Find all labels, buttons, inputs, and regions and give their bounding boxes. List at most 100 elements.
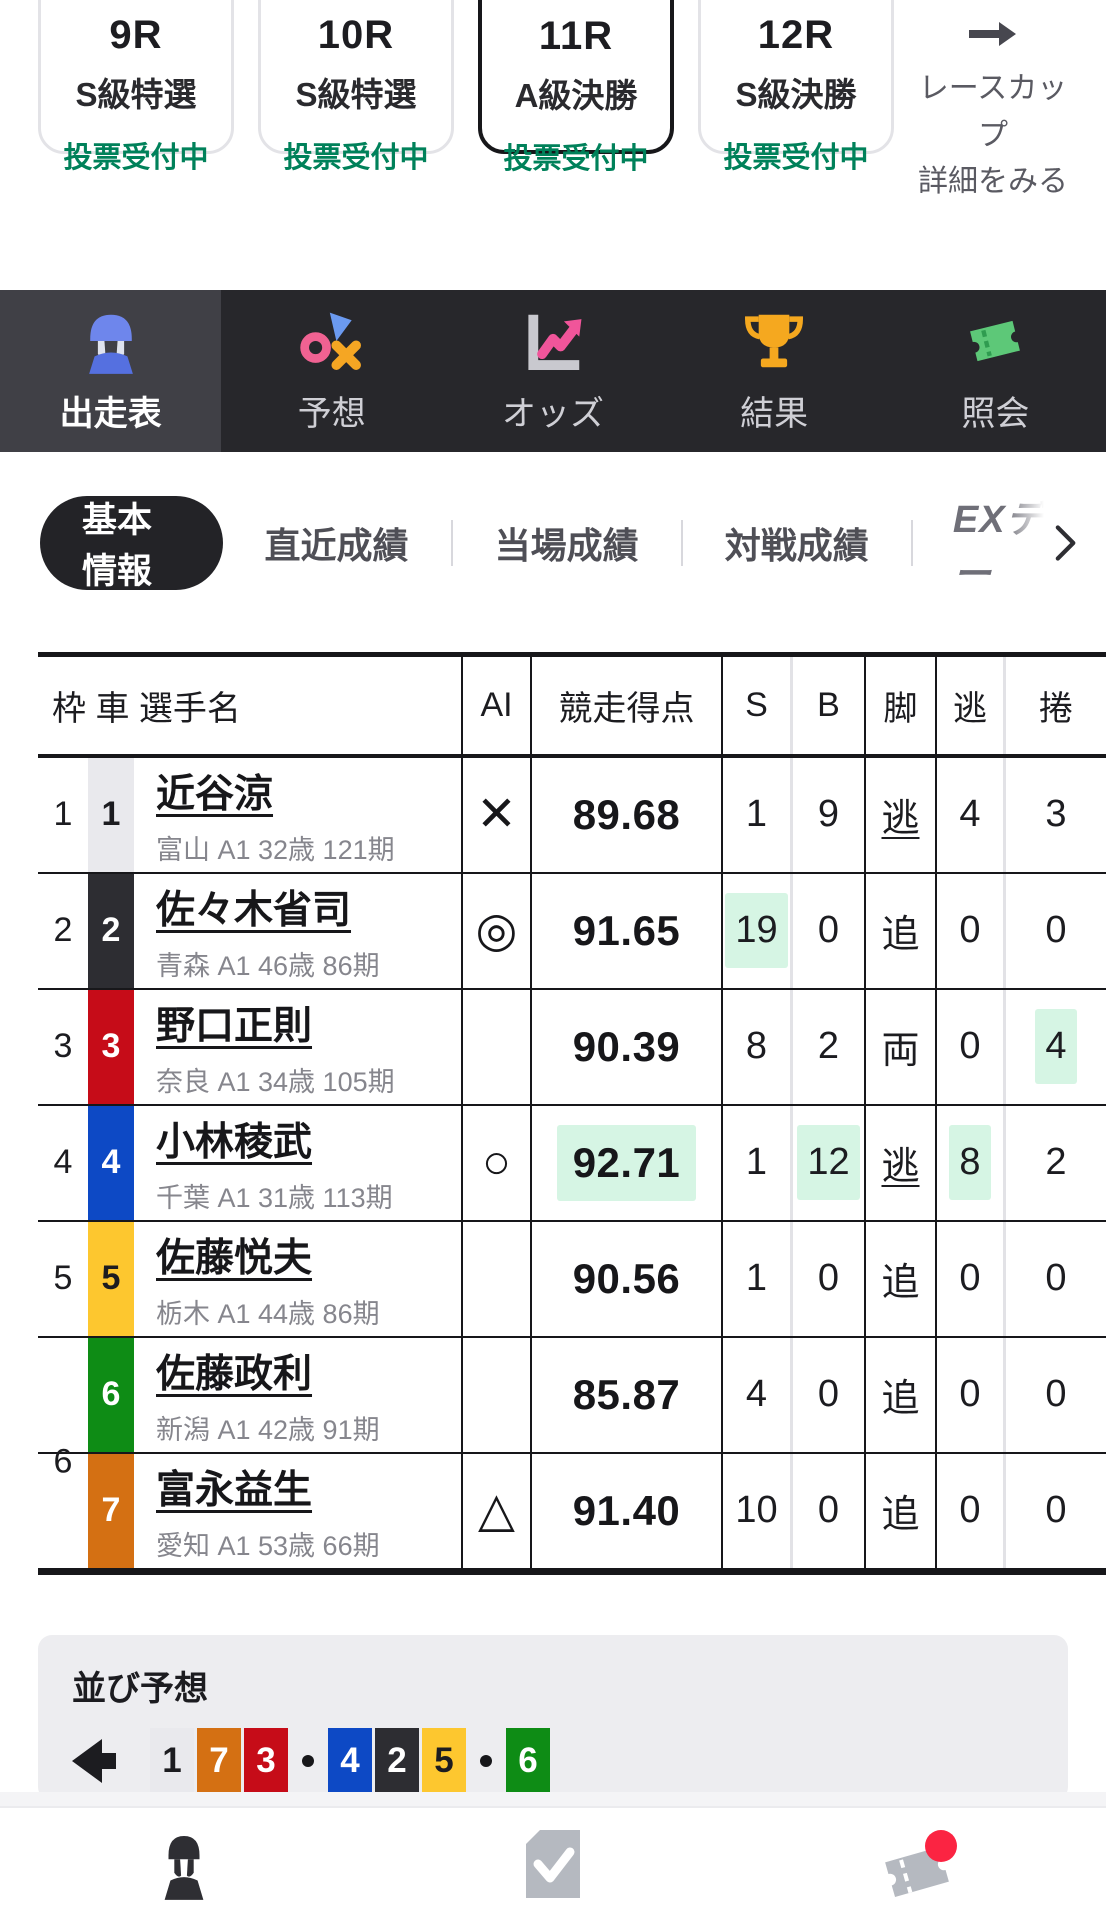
player-meta: 新潟 A1 42歳 91期: [156, 1414, 380, 1445]
table-row: 5 5 佐藤悦夫 栃木 A1 44歳 86期 90.56 1 0 追 0 0: [38, 1221, 1106, 1338]
race-tab-10r[interactable]: 10R S級特選 投票受付中: [258, 0, 454, 174]
race-class: S級決勝: [735, 76, 857, 113]
makuri-value-highlighted: 4: [1035, 1009, 1077, 1084]
race-status: 投票受付中: [723, 142, 869, 174]
kyaku-value: 逃: [881, 798, 920, 840]
bottom-tab-vote-check[interactable]: [453, 1830, 653, 1898]
kyaku-value: 追: [881, 1378, 920, 1420]
b-value: 2: [817, 1025, 840, 1067]
score-value: 90.56: [572, 1254, 681, 1302]
player-meta: 栃木 A1 44歳 86期: [156, 1298, 380, 1329]
makuri-value: 3: [1045, 793, 1067, 835]
header-nige: 逃: [937, 656, 1006, 754]
arrow-right-icon: [969, 22, 1016, 46]
race-cup-detail-link[interactable]: レースカップ 詳細をみる: [918, 0, 1068, 206]
kyaku-value: 追: [881, 914, 920, 956]
subtab-head-to-head[interactable]: 対戦成績: [724, 524, 869, 566]
kyaku-value: 追: [881, 1262, 920, 1304]
subtab-recent-results[interactable]: 直近成績: [264, 524, 409, 566]
separator-dot: [480, 1754, 492, 1767]
bottom-shadow-band: [0, 1792, 1106, 1806]
tab-label: 出走表: [59, 395, 162, 433]
table-row: 2 2 佐々木省司 青森 A1 46歳 86期 ◎ 91.65 19 0 追 0…: [38, 873, 1106, 990]
check-document-icon: [525, 1830, 580, 1898]
ticket-icon: [970, 320, 1021, 362]
kyaku-value: 両: [881, 1030, 920, 1072]
tab-odds[interactable]: オッズ: [442, 290, 663, 452]
rider-icon: [88, 314, 133, 374]
waku-number: 3: [53, 1027, 73, 1065]
tab-label: 結果: [740, 395, 809, 433]
player-name-link[interactable]: 富永益生: [156, 1468, 313, 1512]
player-name-link[interactable]: 野口正則: [156, 1004, 313, 1048]
lineup-row: 1 7 3 4 2 5 6: [72, 1727, 1034, 1794]
player-name-link[interactable]: 近谷涼: [156, 772, 274, 816]
table-row: 4 4 小林稜武 千葉 A1 31歳 113期 ○ 92.71 1 12 逃 8…: [38, 1105, 1106, 1222]
tab-yosou[interactable]: 予想: [221, 290, 442, 452]
notification-dot: [924, 1830, 957, 1862]
header-s: S: [723, 656, 793, 754]
ai-mark: ○: [482, 1135, 511, 1189]
sub-tab-bar: 基本情報 直近成績 当場成績 対戦成績 EXデー: [0, 487, 1106, 598]
score-value: 90.39: [572, 1022, 681, 1070]
nige-value: 4: [959, 793, 981, 835]
subtab-basic-info-selected[interactable]: 基本情報: [40, 495, 223, 591]
header-kyaku: 脚: [866, 656, 937, 754]
subtab-venue-results[interactable]: 当場成績: [494, 524, 639, 566]
race-status: 投票受付中: [63, 142, 209, 174]
chevron-right-icon[interactable]: [1055, 517, 1076, 569]
s-value: 8: [745, 1025, 768, 1067]
b-value: 0: [817, 909, 840, 951]
race-number: 10R: [317, 13, 395, 57]
score-value-highlighted: 92.71: [556, 1124, 697, 1201]
race-tab-9r[interactable]: 9R S級特選 投票受付中: [38, 0, 234, 174]
waku-number: 1: [53, 795, 73, 833]
s-value-highlighted: 19: [725, 893, 788, 968]
header-score: 競走得点: [532, 656, 723, 754]
player-name-link[interactable]: 小林稜武: [156, 1120, 313, 1164]
race-tab-11r-selected[interactable]: 11R A級決勝 投票受付中: [478, 0, 674, 175]
kyaku-value: 逃: [881, 1146, 920, 1188]
ai-mark: △: [478, 1483, 515, 1537]
nige-value: 0: [959, 1025, 981, 1067]
race-status: 投票受付中: [283, 142, 429, 174]
s-value: 4: [745, 1373, 768, 1415]
b-value: 0: [817, 1257, 840, 1299]
b-value: 0: [817, 1489, 840, 1531]
car-number-badge: 2: [88, 873, 134, 988]
car-number-badge: 4: [88, 1105, 134, 1220]
trophy-icon: [745, 314, 804, 368]
lineup-group: 1 7 3: [150, 1727, 288, 1794]
race-number: 11R: [538, 14, 614, 58]
makuri-value: 0: [1045, 1257, 1067, 1299]
prediction-shapes-icon: [300, 312, 361, 370]
player-meta: 青森 A1 46歳 86期: [156, 950, 380, 981]
bottom-tab-racer[interactable]: [84, 1830, 284, 1900]
table-header-row: 枠 車 選手名 AI 競走得点 S B 脚 逃 捲: [38, 656, 1106, 758]
bottom-tab-ticket[interactable]: [822, 1830, 1022, 1900]
tab-shoukai[interactable]: 照会: [885, 290, 1106, 452]
player-name-link[interactable]: 佐藤政利: [156, 1352, 313, 1396]
tab-kekka[interactable]: 結果: [664, 290, 885, 452]
score-value: 85.87: [572, 1370, 681, 1418]
lineup-box: 6: [506, 1727, 550, 1794]
header-b: B: [793, 656, 866, 754]
header-name-group: 枠 車 選手名: [52, 689, 241, 728]
ticket-with-badge-icon: [884, 1830, 957, 1898]
player-name-link[interactable]: 佐々木省司: [156, 888, 352, 932]
tab-label: 照会: [961, 395, 1030, 433]
lineup-box: 4: [328, 1727, 372, 1794]
tab-label: 予想: [297, 395, 366, 433]
subtab-ex-data[interactable]: EXデー: [913, 487, 1051, 598]
score-value: 91.40: [572, 1486, 681, 1534]
car-number-badge: 1: [88, 757, 134, 872]
divider: [450, 519, 453, 566]
table-row: 6 佐藤政利 新潟 A1 42歳 91期 85.87 4 0 追 0 0: [38, 1337, 1106, 1454]
race-tab-12r[interactable]: 12R S級決勝 投票受付中: [698, 0, 894, 174]
nige-value: 0: [959, 1489, 981, 1531]
table-row: 7 富永益生 愛知 A1 53歳 66期 △ 91.40 10 0 追 0 0: [38, 1453, 1106, 1570]
player-name-link[interactable]: 佐藤悦夫: [156, 1236, 313, 1280]
tab-shussohyo[interactable]: 出走表: [0, 289, 222, 452]
race-cup-detail-label: レースカップ 詳細をみる: [918, 72, 1068, 198]
b-value: 0: [817, 1373, 840, 1415]
